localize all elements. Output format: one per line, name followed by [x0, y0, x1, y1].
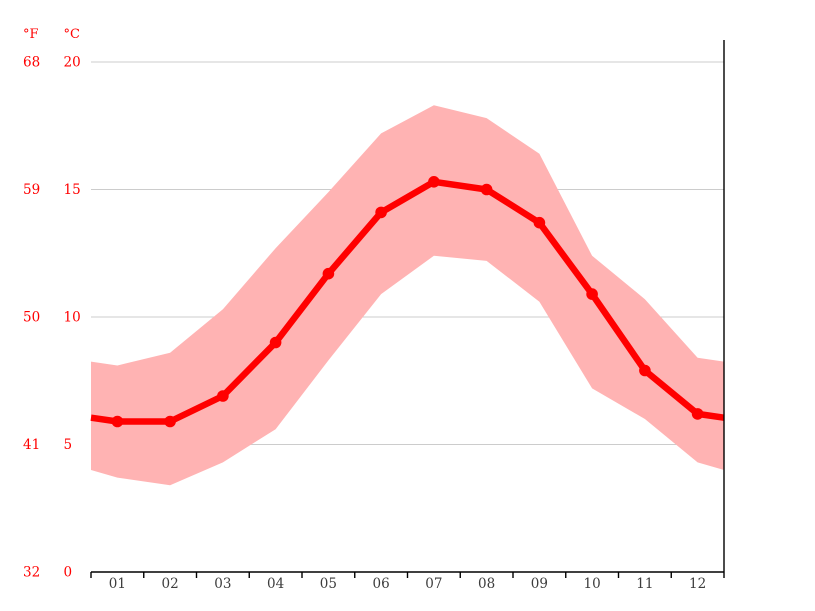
celsius-tick-label: 0 [64, 565, 73, 581]
temperature-range-band [91, 105, 724, 486]
fahrenheit-tick-label: 59 [23, 182, 40, 198]
data-point-dot [691, 408, 704, 420]
celsius-tick-label: 10 [64, 310, 81, 326]
data-point-dot [533, 216, 546, 229]
fahrenheit-tick-label: 41 [23, 437, 40, 453]
month-label: 06 [373, 576, 390, 592]
data-point-dot [586, 288, 598, 300]
celsius-unit-label: °C [64, 27, 81, 42]
fahrenheit-unit-label: °F [23, 27, 39, 42]
fahrenheit-tick-label: 32 [23, 565, 40, 581]
data-point-dot [217, 390, 229, 402]
data-point-dot [269, 336, 282, 349]
mean-temperature-line [90, 178, 725, 425]
month-label: 08 [478, 576, 495, 592]
month-label: 12 [689, 576, 706, 592]
fahrenheit-tick-label: 50 [23, 310, 40, 326]
month-label: 10 [584, 576, 601, 592]
data-point-dot [164, 415, 176, 428]
celsius-tick-label: 15 [64, 182, 81, 198]
celsius-tick-label: 5 [64, 437, 73, 453]
month-label: 01 [109, 576, 126, 592]
month-label: 04 [267, 576, 284, 592]
data-point-dot [111, 415, 124, 428]
month-label: 05 [320, 576, 337, 592]
data-point-dot [639, 364, 651, 377]
month-label: 02 [162, 576, 179, 592]
fahrenheit-tick-label: 68 [23, 55, 40, 71]
celsius-tick-label: 20 [64, 55, 81, 71]
month-label: 03 [214, 576, 231, 592]
data-point-dot [480, 183, 493, 196]
data-point-dot [322, 267, 335, 280]
data-point-dot [375, 206, 387, 219]
month-label: 09 [531, 576, 548, 592]
data-point-dot [428, 176, 440, 188]
month-label: 07 [425, 576, 442, 592]
month-label: 11 [636, 576, 653, 592]
